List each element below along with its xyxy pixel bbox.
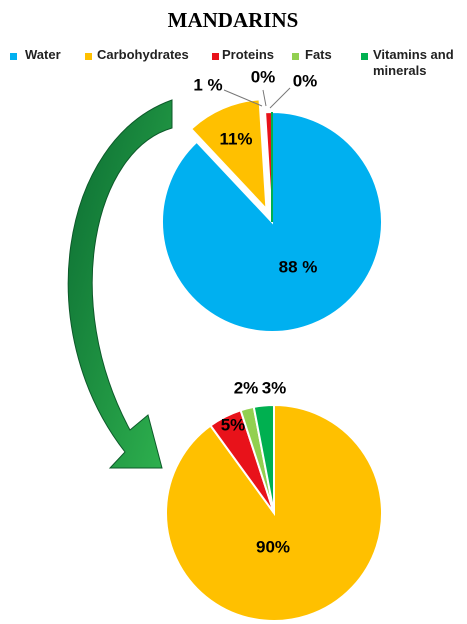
legend-swatch xyxy=(212,53,219,60)
legend-label: Vitamins and minerals xyxy=(373,47,454,78)
legend-swatch xyxy=(361,53,368,60)
pie-slice xyxy=(165,403,383,622)
value-label: 88 % xyxy=(279,257,318,276)
legend-label: Carbohydrates xyxy=(97,47,189,62)
value-label: 1 % xyxy=(193,75,222,94)
leader-line xyxy=(269,87,291,109)
pie-slice xyxy=(252,403,275,514)
value-label: 90% xyxy=(256,537,290,556)
value-label: 2% xyxy=(234,378,259,397)
pie-slice xyxy=(189,98,268,212)
legend-swatch xyxy=(85,53,92,60)
leader-line xyxy=(223,89,263,107)
value-label: 0% xyxy=(251,67,276,86)
legend-label: Fats xyxy=(305,47,332,62)
legend-label: Water xyxy=(25,47,61,62)
value-label: 11% xyxy=(219,129,252,148)
leader-line xyxy=(262,89,267,107)
legend-swatch xyxy=(10,53,17,60)
value-label: 3% xyxy=(262,378,287,397)
chart-title: MANDARINS xyxy=(168,8,299,32)
legend-swatch xyxy=(292,53,299,60)
value-label: 0% xyxy=(293,71,318,90)
legend-label: Proteins xyxy=(222,47,275,62)
arrow xyxy=(67,99,173,469)
legend: Water Carbohydrates Proteins Fats Vitamins a… xyxy=(0,47,467,87)
value-label: 5% xyxy=(221,415,246,434)
